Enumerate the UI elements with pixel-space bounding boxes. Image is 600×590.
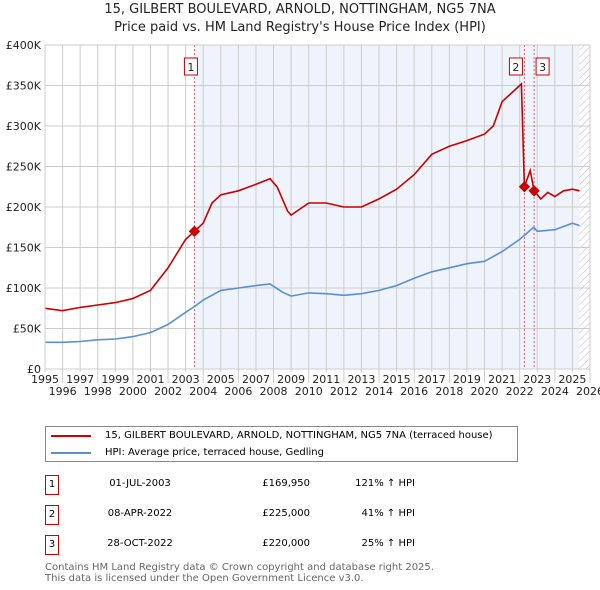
- sale-label: 2: [512, 61, 519, 74]
- price: £169,950: [262, 478, 310, 489]
- y-tick-label: £300K: [6, 120, 42, 133]
- plot-frame: [44, 44, 591, 370]
- x-tick-label: 2006: [224, 385, 252, 398]
- y-tick-label: £150K: [6, 242, 42, 255]
- date: 08-APR-2022: [107, 508, 173, 519]
- x-tick-label: 2026: [576, 385, 600, 398]
- x-tick-label: 2001: [136, 373, 164, 386]
- price: £220,000: [262, 538, 310, 549]
- legend-property: 15, GILBERT BOULEVARD, ARNOLD, NOTTINGHA…: [105, 430, 493, 441]
- date: 28-OCT-2022: [107, 538, 173, 549]
- x-tick-label: 1997: [66, 373, 94, 386]
- x-tick-label: 2008: [260, 385, 288, 398]
- x-tick-label: 2023: [523, 373, 551, 386]
- sale-point: [518, 181, 531, 193]
- hpi-change: 25% ↑ HPI: [361, 538, 415, 549]
- price-chart: 1995199619971998199920002001200220032004…: [6, 39, 600, 398]
- x-tick-label: 2024: [541, 385, 569, 398]
- x-tick-label: 2018: [435, 385, 463, 398]
- transaction-row: 2 08-APR-2022 £225,000 41% ↑ HPI: [45, 505, 445, 525]
- footer: Contains HM Land Registry data © Crown c…: [45, 562, 434, 584]
- x-tick-label: 2015: [383, 373, 411, 386]
- series-line: [45, 222, 580, 344]
- legend-red-line: [51, 434, 91, 437]
- x-tick-label: 2002: [154, 385, 182, 398]
- x-tick-label: 2017: [418, 373, 446, 386]
- sale-label-box: [183, 57, 198, 76]
- y-tick-label: £100K: [6, 282, 42, 295]
- x-tick-label: 2025: [558, 373, 586, 386]
- footer-line1: Contains HM Land Registry data © Crown c…: [45, 562, 434, 573]
- x-tick-label: 2019: [453, 373, 481, 386]
- sale-label-box: [535, 57, 550, 76]
- sale-label-box: [508, 57, 523, 76]
- legend-blue-line: [51, 451, 91, 454]
- x-tick-label: 2012: [330, 385, 358, 398]
- y-tick-label: £50K: [13, 323, 42, 336]
- sale-point: [528, 185, 540, 197]
- price: £225,000: [262, 508, 310, 519]
- x-tick-label: 1998: [84, 385, 112, 398]
- hpi-change: 41% ↑ HPI: [361, 508, 415, 519]
- series-line: [44, 82, 580, 312]
- hpi-change: 121% ↑ HPI: [355, 478, 415, 489]
- x-tick-label: 2010: [295, 385, 323, 398]
- y-tick-label: £250K: [6, 161, 42, 174]
- x-tick-label: 2005: [207, 373, 235, 386]
- y-tick-label: £0: [27, 363, 41, 376]
- x-tick-label: 2007: [242, 373, 270, 386]
- x-tick-label: 2014: [365, 385, 393, 398]
- chart-title: 15, GILBERT BOULEVARD, ARNOLD, NOTTINGHA…: [104, 2, 496, 17]
- sale-label: 1: [187, 61, 194, 74]
- transaction-row: 1 01-JUL-2003 £169,950 121% ↑ HPI: [45, 475, 445, 495]
- x-tick-label: 1996: [49, 385, 77, 398]
- x-tick-label: 1995: [31, 373, 59, 386]
- chart-subtitle: Price paid vs. HM Land Registry's House …: [114, 20, 486, 35]
- x-tick-label: 2003: [172, 373, 200, 386]
- x-tick-label: 2009: [277, 373, 305, 386]
- sale-label: 3: [539, 61, 546, 74]
- x-tick-label: 2004: [189, 385, 217, 398]
- badge: 1: [45, 475, 59, 495]
- x-tick-label: 1999: [101, 373, 129, 386]
- date: 01-JUL-2003: [109, 478, 171, 489]
- y-tick-label: £200K: [6, 201, 42, 214]
- sale-point: [188, 225, 201, 237]
- x-tick-label: 2020: [471, 385, 499, 398]
- x-tick-label: 2000: [119, 385, 147, 398]
- x-tick-label: 2021: [488, 373, 516, 386]
- x-tick-label: 2022: [506, 385, 534, 398]
- x-tick-label: 2016: [400, 385, 428, 398]
- transaction-row: 3 28-OCT-2022 £220,000 25% ↑ HPI: [45, 535, 445, 555]
- legend: 15, GILBERT BOULEVARD, ARNOLD, NOTTINGHA…: [45, 426, 518, 462]
- y-tick-label: £350K: [6, 80, 42, 93]
- badge: 2: [45, 505, 59, 525]
- legend-hpi: HPI: Average price, terraced house, Gedl…: [105, 447, 324, 458]
- x-tick-label: 2011: [312, 373, 340, 386]
- badge: 3: [45, 535, 59, 555]
- x-tick-label: 2013: [347, 373, 375, 386]
- footer-line2: This data is licensed under the Open Gov…: [45, 573, 364, 584]
- y-tick-label: £400K: [6, 39, 42, 52]
